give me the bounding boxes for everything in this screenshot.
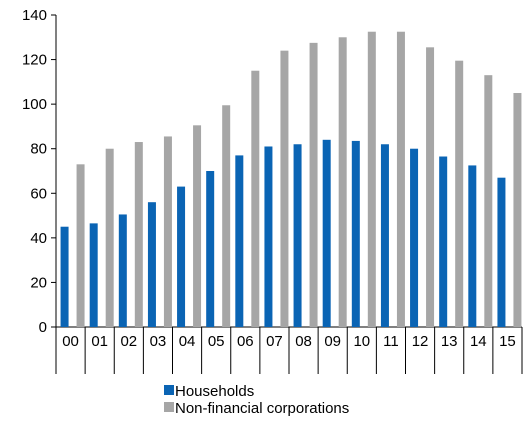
y-tick-label: 100 <box>22 96 47 113</box>
bar-non-financial-corporations <box>134 142 143 327</box>
bar-non-financial-corporations <box>105 148 114 327</box>
bar-non-financial-corporations <box>426 47 435 328</box>
y-tick-label: 0 <box>39 319 47 336</box>
bar-households <box>118 214 127 327</box>
bar-non-financial-corporations <box>163 136 172 327</box>
bar-non-financial-corporations <box>367 31 376 327</box>
bar-non-financial-corporations <box>76 164 85 327</box>
x-tick-label: 01 <box>91 333 108 350</box>
x-tick-label: 10 <box>353 333 370 350</box>
legend-label: Non-financial corporations <box>175 400 349 417</box>
y-axis: 0 20 40 60 80 100 120 140 <box>22 7 57 336</box>
x-tick-label: 14 <box>470 333 487 350</box>
bar-households <box>293 144 302 327</box>
bar-households <box>177 186 186 327</box>
x-tick-label: 06 <box>237 333 254 350</box>
y-tick-label: 60 <box>30 185 47 202</box>
bar-non-financial-corporations <box>222 105 231 327</box>
x-tick-label: 12 <box>412 333 429 350</box>
bar-non-financial-corporations <box>309 42 318 327</box>
bar-non-financial-corporations <box>455 60 464 327</box>
bars <box>60 31 522 328</box>
y-tick-label: 140 <box>22 7 47 24</box>
bar-households <box>468 165 477 327</box>
bar-households <box>206 171 215 327</box>
y-tick-label: 20 <box>30 274 47 291</box>
legend-swatch <box>164 402 174 412</box>
bar-non-financial-corporations <box>484 75 493 328</box>
bar-non-financial-corporations <box>513 93 522 327</box>
x-tick-label: 00 <box>62 333 79 350</box>
y-tick-label: 80 <box>30 141 47 158</box>
bar-households <box>410 148 419 327</box>
x-tick-label: 04 <box>179 333 196 350</box>
x-tick-label: 15 <box>499 333 516 350</box>
legend-swatch <box>164 385 174 395</box>
bar-non-financial-corporations <box>280 50 289 328</box>
x-tick-label: 11 <box>383 333 399 350</box>
x-tick-label: 02 <box>120 333 137 350</box>
bar-households <box>147 202 156 327</box>
bar-non-financial-corporations <box>396 31 405 327</box>
x-axis: 00 01 02 03 04 05 06 07 08 09 10 11 12 13 14 15 <box>55 326 523 374</box>
x-tick-label: 03 <box>150 333 167 350</box>
legend-label: Households <box>175 383 254 400</box>
x-tick-label: 08 <box>295 333 312 350</box>
bar-households <box>322 139 331 327</box>
bar-non-financial-corporations <box>251 70 260 327</box>
bar-households <box>264 146 273 327</box>
bar-non-financial-corporations <box>193 125 202 327</box>
x-tick-label: 05 <box>208 333 225 350</box>
bar-households <box>89 223 98 327</box>
bar-households <box>380 144 389 327</box>
bar-households <box>235 155 244 327</box>
x-tick-label: 13 <box>441 333 458 350</box>
y-tick-label: 40 <box>30 230 47 247</box>
y-tick-label: 120 <box>22 52 47 69</box>
x-tick-label: 07 <box>266 333 283 350</box>
bar-households <box>439 156 448 327</box>
bar-households <box>497 177 506 327</box>
bar-households <box>60 226 69 327</box>
bar-non-financial-corporations <box>338 37 347 328</box>
x-tick-label: 09 <box>324 333 341 350</box>
bar-households <box>351 140 360 327</box>
